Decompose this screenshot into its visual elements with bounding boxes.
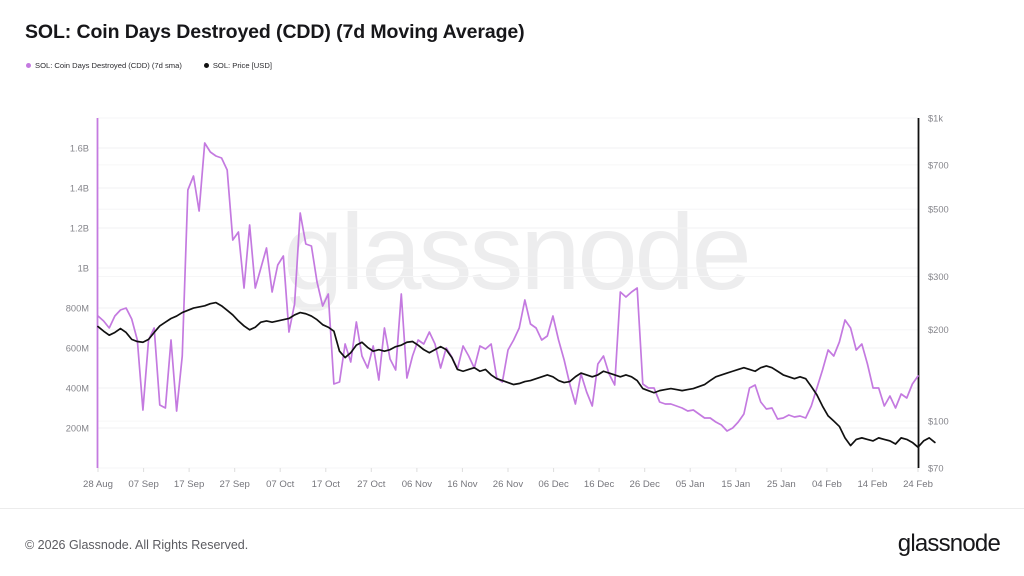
- page-title: SOL: Coin Days Destroyed (CDD) (7d Movin…: [25, 21, 525, 43]
- right-axis-tick-label: $500: [928, 205, 949, 215]
- x-axis-tick-label: 06 Dec: [538, 479, 569, 490]
- right-axis-tick-label: $700: [928, 160, 949, 170]
- glassnode-logo: glassnode: [897, 530, 1001, 557]
- right-axis-tick-label: $70: [928, 463, 944, 473]
- legend-item-cdd[interactable]: SOL: Coin Days Destroyed (CDD) (7d sma): [26, 61, 182, 70]
- left-axis-tick-label: 1.2B: [70, 223, 89, 233]
- x-axis-tick-label: 16 Dec: [584, 479, 615, 490]
- left-axis-tick-label: 800M: [66, 303, 89, 313]
- x-axis-tick-label: 27 Oct: [357, 479, 386, 490]
- x-axis-tick-label: 07 Oct: [266, 479, 295, 490]
- series-line-cdd: [97, 142, 919, 432]
- right-axis-tick-label: $100: [928, 417, 949, 427]
- x-axis-tick-label: 17 Sep: [174, 479, 204, 490]
- chart-legend: SOL: Coin Days Destroyed (CDD) (7d sma) …: [26, 61, 272, 70]
- x-axis-tick-label: 05 Jan: [676, 479, 705, 490]
- left-axis-tick-label: 600M: [66, 343, 89, 353]
- footer-divider: [0, 508, 1024, 509]
- left-axis-tick-label: 1.6B: [70, 143, 89, 153]
- legend-label-price: SOL: Price [USD]: [212, 61, 272, 70]
- legend-dot-cdd: [26, 63, 31, 68]
- x-axis-tick-label: 16 Nov: [447, 479, 478, 490]
- x-axis-tick-label: 28 Aug: [83, 479, 113, 490]
- x-axis-tick-label: 14 Feb: [857, 479, 887, 490]
- legend-dot-price: [203, 63, 209, 68]
- x-axis-tick-label: 26 Dec: [629, 479, 660, 490]
- left-axis-tick-label: 1.4B: [70, 183, 89, 193]
- right-axis-tick-label: $200: [928, 325, 949, 335]
- legend-item-price[interactable]: SOL: Price [USD]: [203, 61, 272, 70]
- legend-label-cdd: SOL: Coin Days Destroyed (CDD) (7d sma): [35, 61, 182, 70]
- x-axis-tick-label: 06 Nov: [402, 479, 433, 490]
- x-axis-tick-label: 07 Sep: [128, 479, 158, 490]
- series-line-price: [97, 301, 936, 449]
- left-axis-ticks: 1.6B 1.4B 1.2B 1B 800M 600M 400M 200M: [66, 143, 89, 433]
- left-axis-tick-label: 200M: [66, 423, 89, 433]
- x-axis-tick-label: 26 Nov: [493, 479, 524, 490]
- x-axis-tick-label: 04 Feb: [812, 479, 842, 490]
- left-axis-tick-label: 400M: [66, 383, 89, 393]
- x-axis-tick-label: 24 Feb: [903, 479, 933, 490]
- footer-copyright: © 2026 Glassnode. All Rights Reserved.: [25, 538, 249, 552]
- gridlines: [98, 117, 918, 469]
- x-axis-tick-label: 15 Jan: [721, 479, 750, 490]
- x-axis-ticks: 28 Aug 07 Sep 17 Sep 27 Sep 07 Oct 17 Oct 27 O…: [83, 468, 933, 490]
- x-axis-tick-label: 25 Jan: [767, 479, 796, 490]
- right-axis-tick-label: $300: [928, 272, 949, 282]
- x-axis-tick-label: 27 Sep: [219, 479, 249, 490]
- x-axis-tick-label: 17 Oct: [312, 479, 341, 490]
- right-axis-tick-label: $1k: [928, 113, 943, 123]
- right-axis-ticks: $1k $700 $500 $300 $200 $100 $70: [928, 113, 949, 473]
- left-axis-tick-label: 1B: [78, 263, 89, 273]
